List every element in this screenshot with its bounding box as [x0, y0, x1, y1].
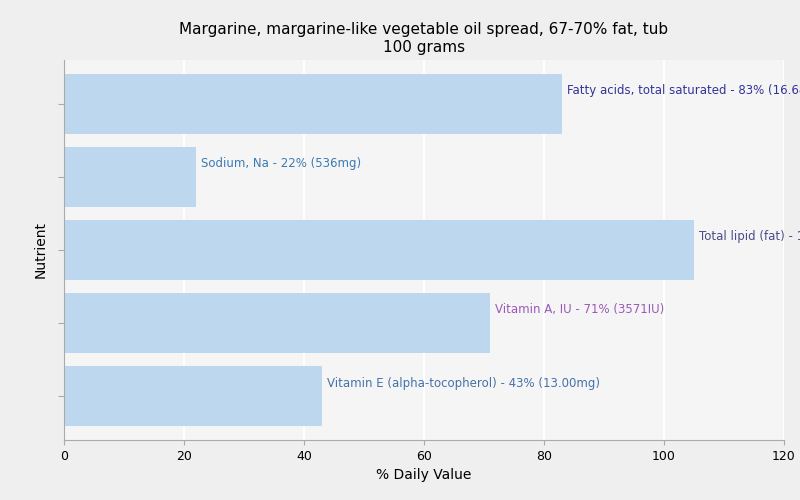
Bar	[64, 293, 490, 353]
Bar	[64, 147, 196, 207]
Bar	[64, 74, 562, 134]
Text: Sodium, Na - 22% (536mg): Sodium, Na - 22% (536mg)	[201, 158, 361, 170]
Y-axis label: Nutrient: Nutrient	[34, 222, 48, 278]
X-axis label: % Daily Value: % Daily Value	[376, 468, 472, 482]
Text: Vitamin E (alpha-tocopherol) - 43% (13.00mg): Vitamin E (alpha-tocopherol) - 43% (13.0…	[326, 376, 600, 390]
Bar	[64, 220, 694, 280]
Text: Fatty acids, total saturated - 83% (16.688g): Fatty acids, total saturated - 83% (16.6…	[566, 84, 800, 97]
Title: Margarine, margarine-like vegetable oil spread, 67-70% fat, tub
100 grams: Margarine, margarine-like vegetable oil …	[179, 22, 669, 54]
Text: Total lipid (fat) - 105% (68.29g): Total lipid (fat) - 105% (68.29g)	[699, 230, 800, 243]
Bar	[64, 366, 322, 426]
Text: Vitamin A, IU - 71% (3571IU): Vitamin A, IU - 71% (3571IU)	[494, 304, 664, 316]
